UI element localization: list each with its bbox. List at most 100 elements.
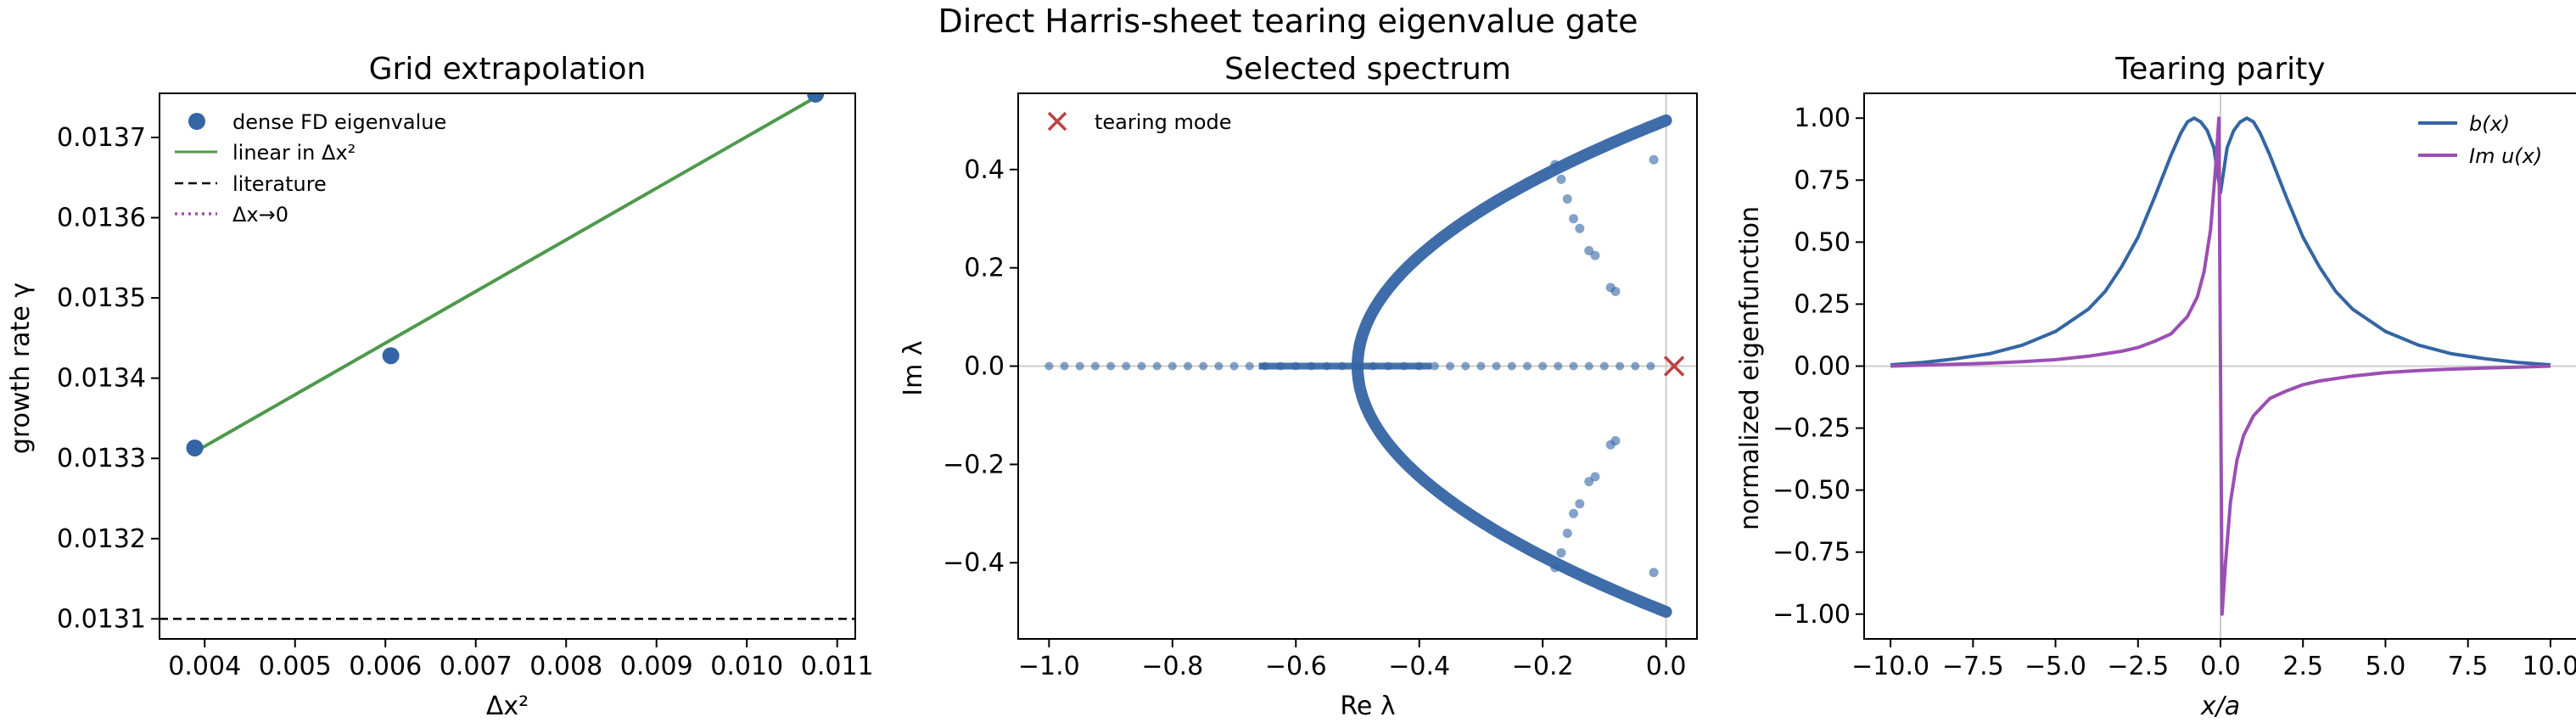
eigenvalue-point	[1044, 361, 1054, 371]
eigenvalue-point	[1590, 250, 1600, 260]
x-tick-label: 2.5	[2282, 652, 2323, 681]
eigenvalue-point	[1137, 361, 1146, 371]
eigenvalue-point	[1584, 477, 1594, 487]
x-tick-label: 0.004	[168, 652, 241, 681]
legend-label-im-u: Im u(x)	[2469, 144, 2542, 168]
eigenvalue-point	[1562, 194, 1572, 204]
eigenvalue-point	[1590, 472, 1600, 482]
data-point	[186, 439, 204, 456]
panel-title: Selected spectrum	[1224, 52, 1511, 87]
y-axis-label: normalized eigenfunction	[1735, 206, 1765, 530]
x-tick-label: −2.5	[2107, 652, 2169, 681]
eigenvalue-point	[1584, 361, 1593, 371]
eigenvalue-point	[1556, 548, 1566, 558]
eigenvalue-point	[1492, 361, 1501, 371]
eigenvalue-point	[1106, 361, 1116, 371]
y-tick-label: −0.75	[1772, 538, 1851, 568]
eigenvalue-point	[1569, 508, 1579, 518]
eigenvalue-point	[1276, 361, 1285, 371]
eigenvalue-point	[1569, 361, 1578, 371]
eigenvalue-point	[1414, 361, 1424, 371]
spectrum-layer	[1044, 114, 1685, 619]
x-tick-label: −1.0	[1018, 652, 1080, 681]
y-tick-label: −1.00	[1772, 600, 1851, 630]
x-tick-label: −0.6	[1265, 652, 1327, 681]
legend: dense FD eigenvalue linear in Δx² litera…	[175, 110, 446, 227]
eigenvalue-point	[1599, 361, 1609, 371]
eigenvalue-point	[1550, 563, 1560, 573]
legend-label-b: b(x)	[2469, 112, 2510, 136]
eigenvalue-point	[1610, 436, 1621, 446]
y-tick-label: 0.4	[964, 155, 1005, 185]
y-tick-label: −0.50	[1772, 476, 1851, 506]
legend-label-linear: linear in Δx²	[232, 141, 356, 165]
plot-area: 0.004 0.005 0.006 0.007 0.008 0.009 0.010 0.011…	[57, 93, 874, 681]
eigenvalue-point	[1461, 361, 1470, 371]
x-tick-label: 10.0	[2522, 652, 2576, 681]
y-tick-label: 0.0137	[57, 123, 146, 153]
eigenvalue-point	[1476, 361, 1486, 371]
legend-label-literature: literature	[232, 172, 327, 196]
y-axis-label: Im λ	[899, 340, 928, 395]
eigenvalue-point	[1507, 361, 1516, 371]
legend-label-dense-fd: dense FD eigenvalue	[232, 110, 446, 134]
eigenvalue-point	[1168, 361, 1177, 371]
x-tick-label: 0.009	[620, 652, 693, 681]
x-tick-label: 0.010	[710, 652, 783, 681]
x-axis-label: Re λ	[1340, 692, 1395, 721]
eigenvalue-point	[1152, 361, 1162, 371]
x-tick-label: −5.0	[2024, 652, 2086, 681]
legend-marker-dense-fd	[188, 113, 205, 130]
legend-label-tearing-mode: tearing mode	[1095, 110, 1232, 134]
eigenvalue-point	[1291, 361, 1301, 371]
y-tick-label: 0.0135	[57, 283, 146, 313]
x-tick-label: −7.5	[1942, 652, 2004, 681]
linear-fit-line	[193, 95, 817, 454]
x-tick-label: 0.011	[801, 652, 874, 681]
eigenvalue-point	[1523, 361, 1532, 371]
eigenvalue-point	[1399, 361, 1408, 371]
eigenvalue-point	[1584, 245, 1594, 255]
panel-grid-extrapolation: Grid extrapolation Δx² growth rate γ 0.0…	[6, 52, 874, 721]
eigenvalue-point	[1229, 361, 1239, 371]
axes-frame	[1863, 92, 2576, 640]
eigenvalue-point	[1075, 361, 1084, 371]
x-tick-label: 0.008	[529, 652, 602, 681]
x-tick-label: −10.0	[1851, 652, 1929, 681]
eigenvalue-point	[1446, 361, 1455, 371]
eigenvalue-point	[1554, 361, 1563, 371]
panel-title: Tearing parity	[2114, 52, 2325, 87]
eigenvalue-point	[1122, 361, 1131, 371]
y-tick-label: −0.4	[943, 548, 1005, 578]
x-tick-label: −0.4	[1388, 652, 1450, 681]
eigenvalue-point	[1430, 361, 1439, 371]
y-tick-label: 0.25	[1794, 289, 1851, 319]
x-tick-label: 0.006	[349, 652, 422, 681]
eigenvalue-point	[1337, 361, 1347, 371]
series-layer	[160, 93, 855, 620]
eigenvalue-point	[1569, 214, 1579, 224]
eigenvalue-point	[1090, 361, 1100, 371]
eigenvalue-point	[1060, 361, 1069, 371]
eigenvalue-point	[1353, 361, 1362, 371]
x-tick-label: 7.5	[2448, 652, 2489, 681]
y-tick-label: 0.0136	[57, 204, 146, 233]
eigenvalue-point	[1369, 361, 1378, 371]
x-tick-label: 0.0	[2200, 652, 2241, 681]
legend: tearing mode	[1047, 110, 1232, 134]
eigenvalue-point	[1550, 160, 1560, 170]
y-tick-label: 0.0133	[57, 444, 146, 473]
x-axis-label: Δx²	[486, 692, 529, 721]
y-axis-label: growth rate γ	[6, 283, 36, 454]
eigenvalue-point	[1562, 528, 1572, 538]
y-tick-label: 0.75	[1794, 165, 1851, 195]
y-tick-label: −0.2	[943, 450, 1005, 479]
eigenvalue-point	[1646, 361, 1655, 371]
x-tick-label: −0.2	[1512, 652, 1574, 681]
y-tick-label: −0.25	[1772, 414, 1851, 444]
tearing-mode-marker	[1663, 356, 1685, 377]
x-tick-label: −0.8	[1141, 652, 1203, 681]
panel-title: Grid extrapolation	[369, 52, 647, 87]
y-tick-label: 0.0134	[57, 364, 146, 394]
data-point	[382, 347, 400, 365]
